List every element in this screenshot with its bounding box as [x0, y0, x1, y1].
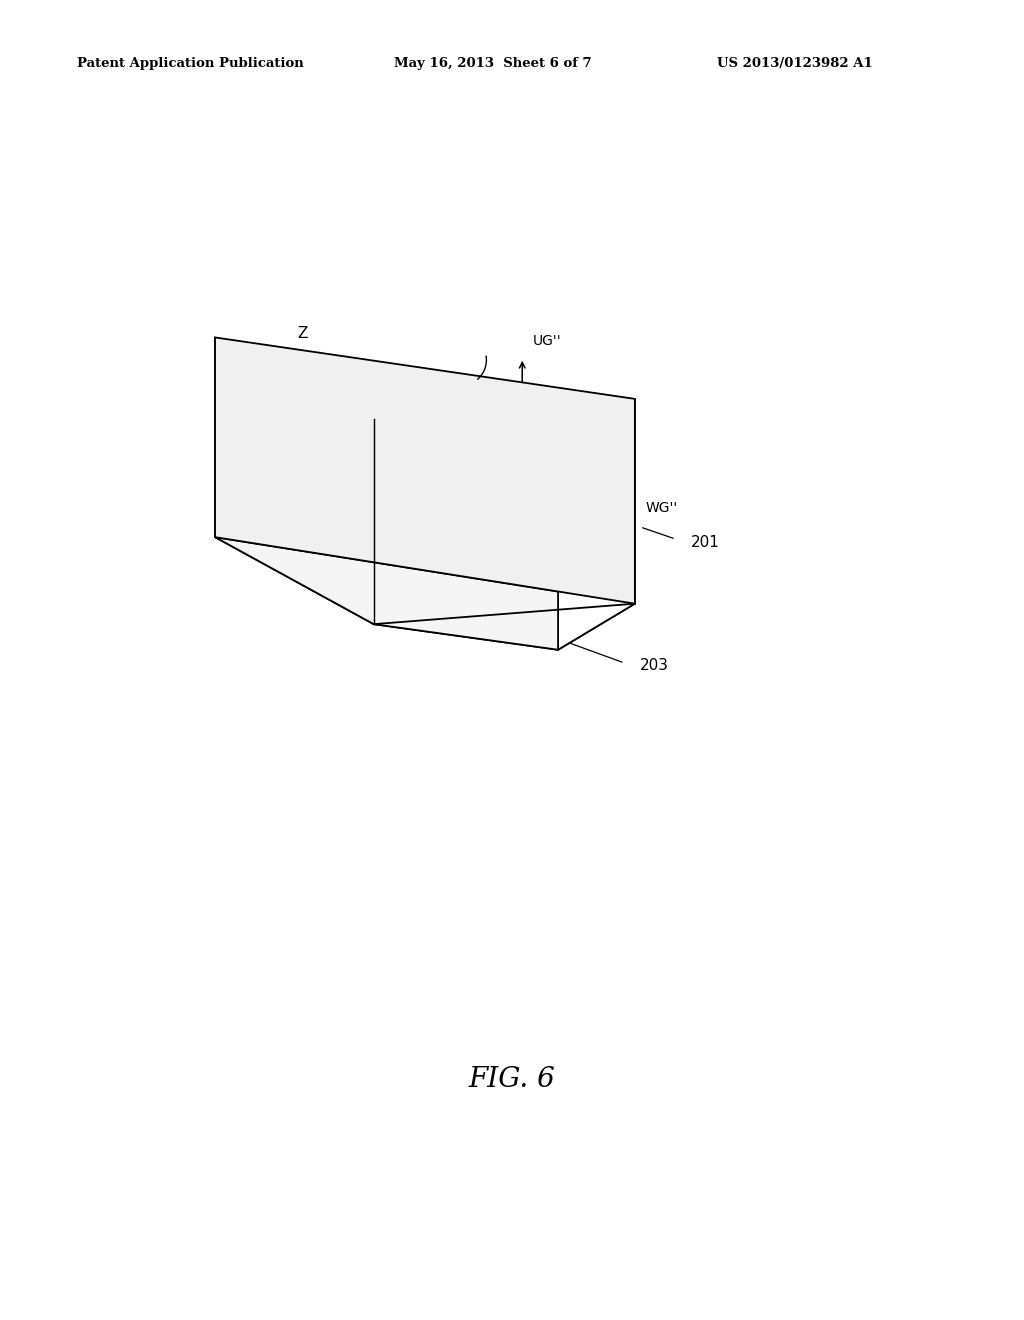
Polygon shape [215, 537, 635, 649]
Text: W0: W0 [269, 384, 290, 397]
Polygon shape [215, 338, 374, 624]
Text: WG'': WG'' [645, 502, 677, 515]
Text: 201: 201 [691, 535, 720, 549]
Text: Patent Application Publication: Patent Application Publication [77, 57, 303, 70]
Text: UG'': UG'' [532, 334, 561, 347]
Text: May 16, 2013  Sheet 6 of 7: May 16, 2013 Sheet 6 of 7 [394, 57, 592, 70]
Text: US 2013/0123982 A1: US 2013/0123982 A1 [717, 57, 872, 70]
Polygon shape [374, 420, 558, 649]
Text: P4: P4 [538, 400, 555, 413]
Text: Z: Z [297, 326, 307, 341]
Text: P0'': P0'' [541, 478, 565, 492]
Text: 203: 203 [640, 657, 669, 673]
Text: Y: Y [245, 412, 254, 426]
Text: α: α [471, 378, 481, 393]
Polygon shape [558, 399, 635, 649]
Text: TG'': TG'' [465, 444, 492, 458]
Text: X: X [353, 409, 364, 424]
Polygon shape [215, 338, 635, 603]
Text: FIG. 6: FIG. 6 [469, 1067, 555, 1093]
Text: VG'': VG'' [395, 527, 424, 541]
